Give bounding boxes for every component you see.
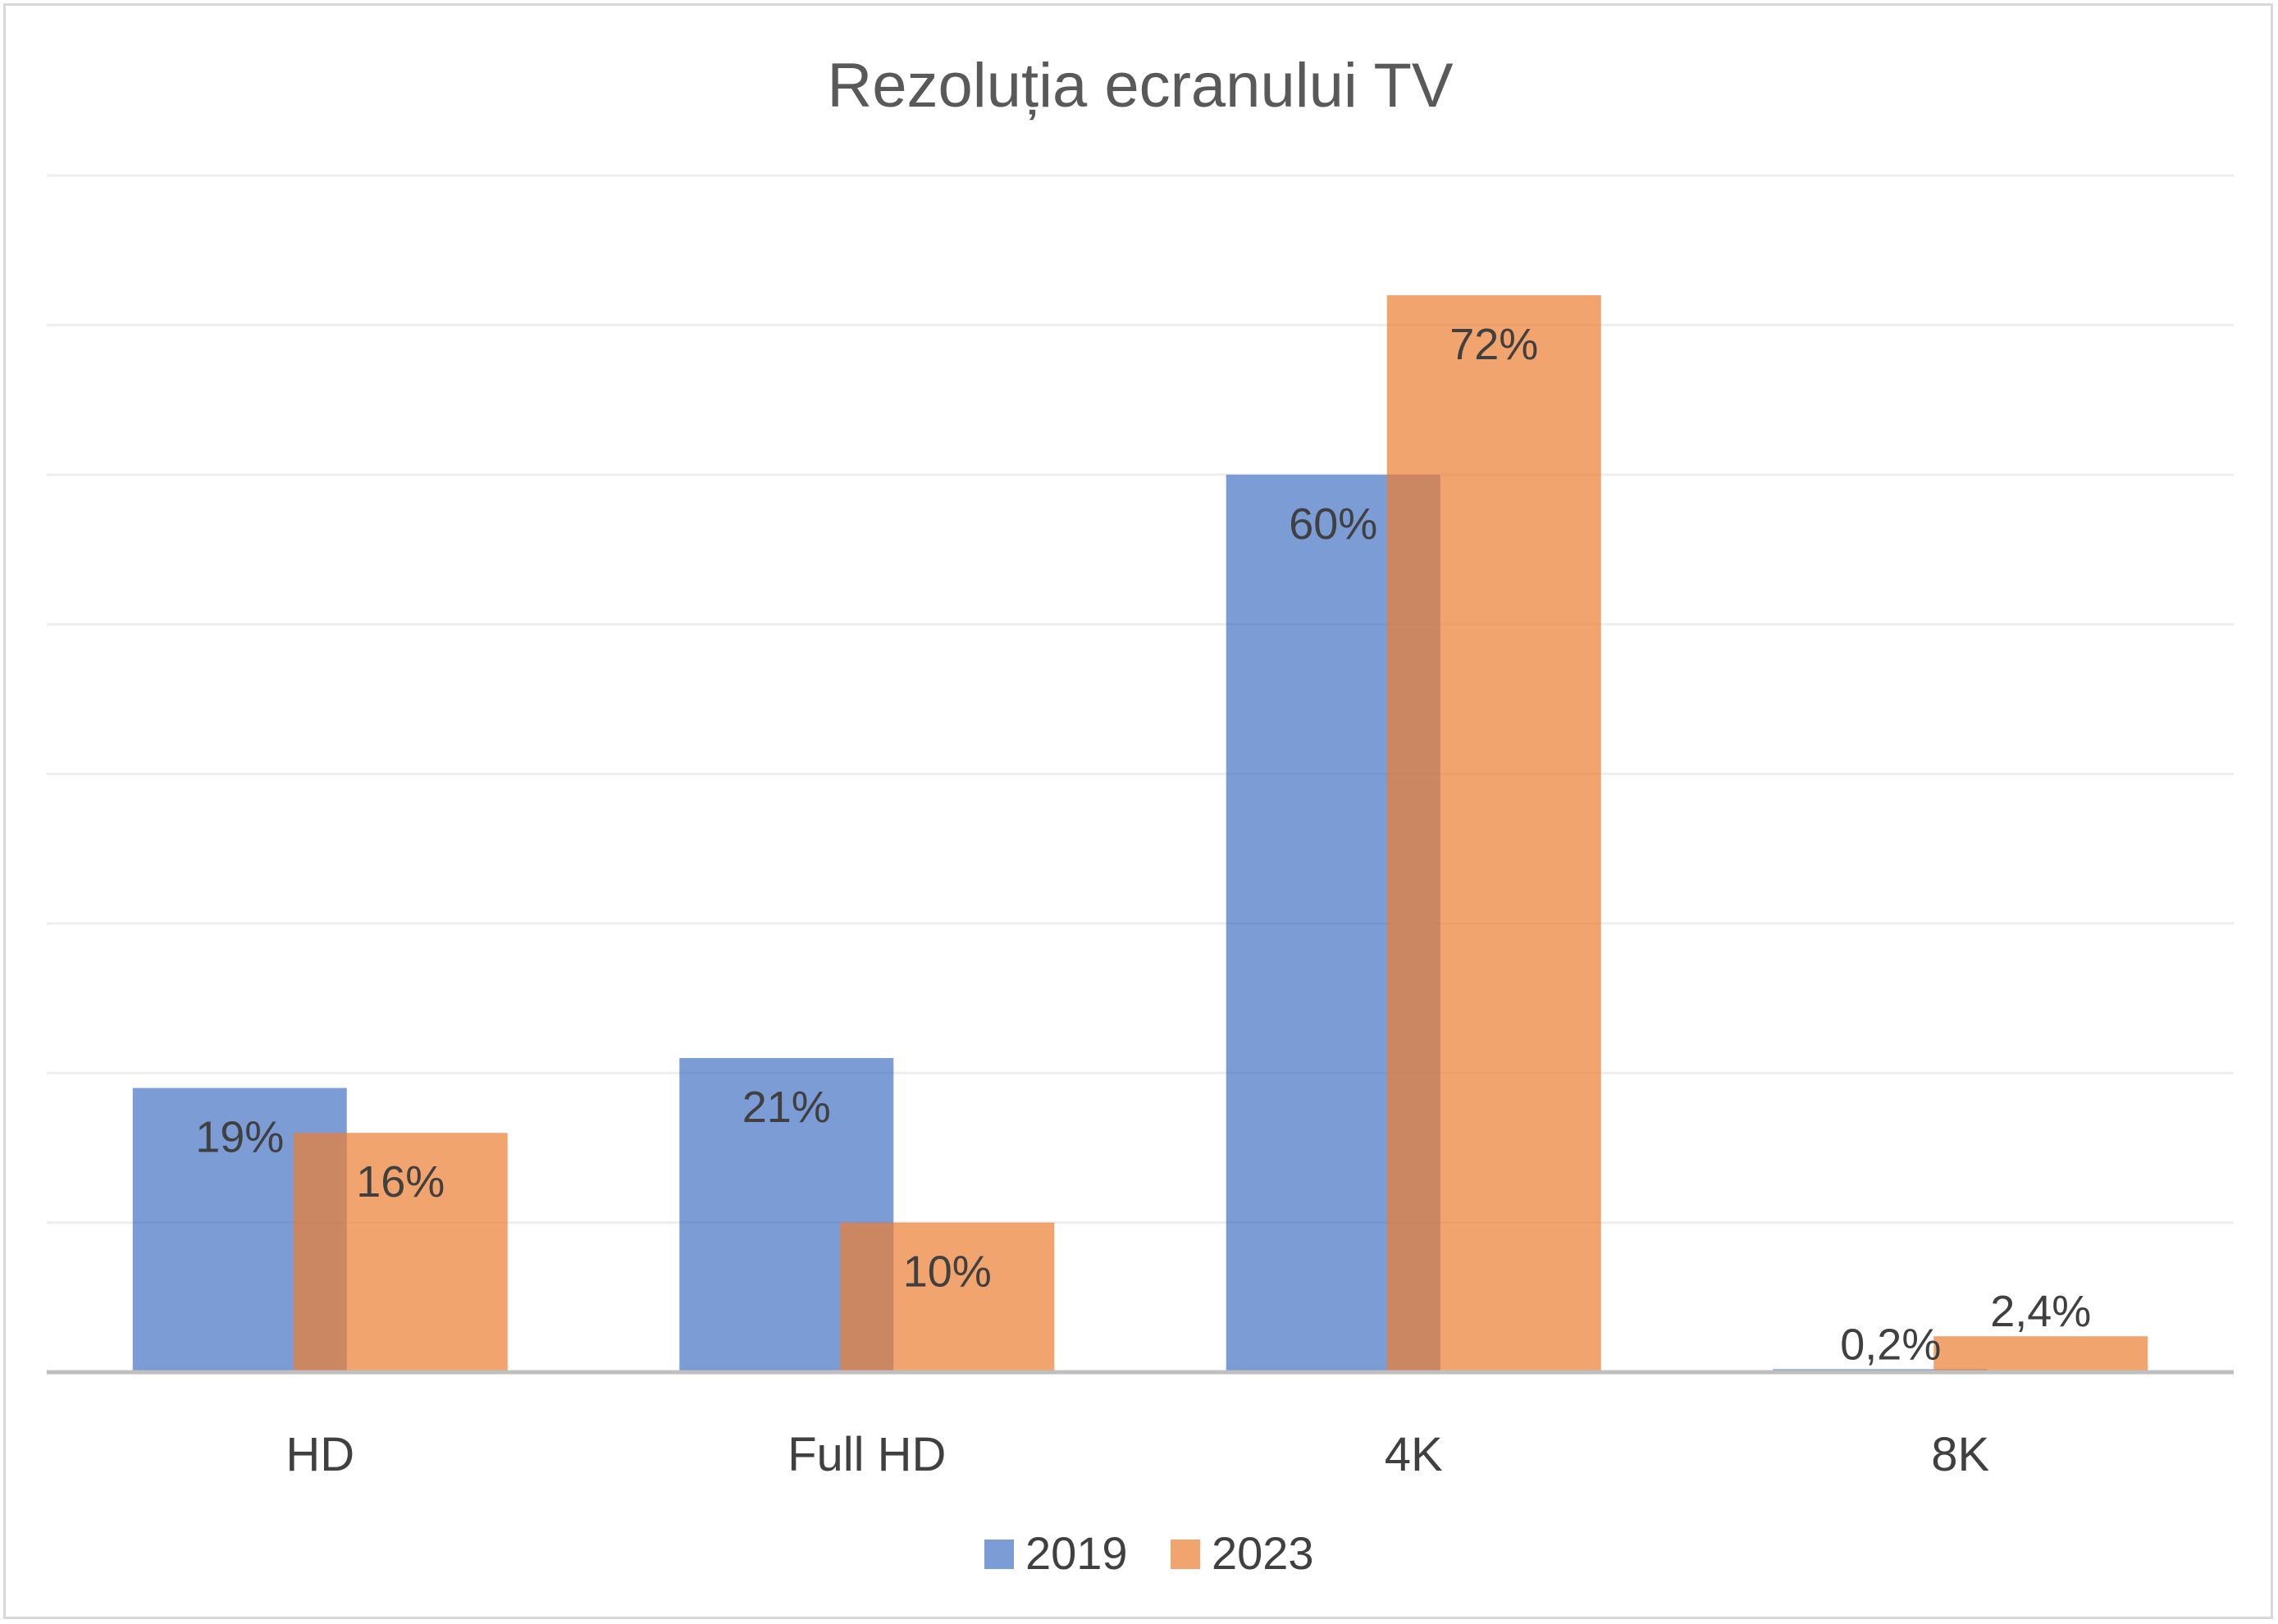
legend-swatch-2019 <box>984 1540 1014 1569</box>
bar-chart: Rezoluția ecranului TV 19% 16% 21% 10% 60% 72… <box>47 51 2234 1579</box>
category-labels: HD Full HD 4K 8K <box>285 1428 1989 1481</box>
category-label-8k: 8K <box>1931 1428 1989 1481</box>
data-label-2023-8k: 2,4% <box>1990 1287 2091 1336</box>
data-label-2019-4k: 60% <box>1289 500 1377 549</box>
category-label-full-hd: Full HD <box>787 1428 946 1481</box>
data-label-2023-full-hd: 10% <box>903 1248 992 1297</box>
bar-2023-8k <box>1933 1336 2148 1372</box>
bars <box>132 294 2148 1372</box>
data-label-2019-full-hd: 21% <box>742 1083 831 1132</box>
data-label-2019-hd: 19% <box>195 1112 284 1161</box>
bar-2023-hd <box>293 1133 508 1372</box>
data-labels: 19% 16% 21% 10% 60% 72% 0,2% 2,4% <box>195 320 2091 1369</box>
chart-title: Rezoluția ecranului TV <box>827 51 1454 121</box>
data-label-2023-4k: 72% <box>1449 320 1538 369</box>
legend-swatch-2023 <box>1171 1540 1200 1569</box>
bar-2023-full-hd <box>840 1222 1055 1372</box>
bar-2023-4k <box>1386 294 1601 1372</box>
gridlines <box>47 174 2234 1225</box>
legend: 2019 2023 <box>984 1527 1314 1579</box>
category-label-4k: 4K <box>1385 1428 1443 1481</box>
data-label-2023-hd: 16% <box>356 1157 445 1207</box>
data-label-2019-8k: 0,2% <box>1840 1320 1941 1369</box>
chart-frame: Rezoluția ecranului TV 19% 16% 21% 10% 60% 72… <box>3 3 2273 1619</box>
category-label-hd: HD <box>285 1428 354 1481</box>
legend-label-2023: 2023 <box>1212 1527 1314 1579</box>
legend-label-2019: 2019 <box>1025 1527 1128 1579</box>
